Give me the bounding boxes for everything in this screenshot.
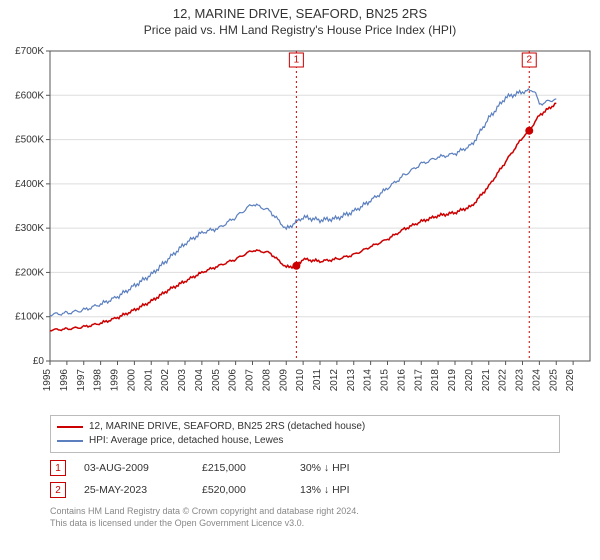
- svg-text:£100K: £100K: [15, 312, 44, 323]
- svg-text:2: 2: [526, 55, 532, 66]
- sales-row: 1 03-AUG-2009 £215,000 30% ↓ HPI: [50, 457, 560, 479]
- legend-swatch: [57, 426, 83, 428]
- svg-text:1: 1: [294, 55, 300, 66]
- svg-text:2000: 2000: [126, 369, 137, 392]
- svg-text:2008: 2008: [261, 369, 272, 392]
- svg-text:2026: 2026: [565, 369, 576, 392]
- sale-marker-box: 2: [50, 482, 66, 498]
- sale-price: £215,000: [202, 462, 282, 474]
- svg-text:2005: 2005: [211, 369, 222, 392]
- svg-text:2022: 2022: [498, 369, 509, 392]
- svg-text:2012: 2012: [329, 369, 340, 392]
- svg-text:1995: 1995: [42, 369, 53, 392]
- sales-row: 2 25-MAY-2023 £520,000 13% ↓ HPI: [50, 479, 560, 501]
- svg-text:1996: 1996: [59, 369, 70, 392]
- legend-swatch: [57, 440, 83, 442]
- chart-title-line1: 12, MARINE DRIVE, SEAFORD, BN25 2RS: [0, 0, 600, 21]
- svg-text:2023: 2023: [515, 369, 526, 392]
- chart-area: £0 £100K £200K £300K £400K £500K £600K £700K 199…: [0, 41, 600, 411]
- sale-date: 03-AUG-2009: [84, 462, 184, 474]
- svg-text:2009: 2009: [278, 369, 289, 392]
- svg-text:2024: 2024: [531, 369, 542, 392]
- svg-text:2014: 2014: [363, 369, 374, 392]
- sale-marker-box: 1: [50, 460, 66, 476]
- chart-svg: £0 £100K £200K £300K £400K £500K £600K £700K 199…: [0, 41, 600, 411]
- sale-date: 25-MAY-2023: [84, 484, 184, 496]
- svg-text:£200K: £200K: [15, 267, 44, 278]
- legend-label: HPI: Average price, detached house, Lewe…: [89, 434, 283, 448]
- sale-pct-vs-hpi: 13% ↓ HPI: [300, 484, 390, 496]
- svg-text:£500K: £500K: [15, 135, 44, 146]
- svg-text:2013: 2013: [346, 369, 357, 392]
- svg-text:2003: 2003: [177, 369, 188, 392]
- sale-pct-vs-hpi: 30% ↓ HPI: [300, 462, 390, 474]
- footnote: Contains HM Land Registry data © Crown c…: [50, 505, 560, 529]
- svg-text:£400K: £400K: [15, 179, 44, 190]
- svg-text:2018: 2018: [430, 369, 441, 392]
- legend-item: HPI: Average price, detached house, Lewe…: [57, 434, 553, 448]
- legend-item: 12, MARINE DRIVE, SEAFORD, BN25 2RS (det…: [57, 420, 553, 434]
- svg-text:2016: 2016: [396, 369, 407, 392]
- svg-text:1997: 1997: [76, 369, 87, 392]
- svg-text:£700K: £700K: [15, 46, 44, 57]
- svg-text:£600K: £600K: [15, 90, 44, 101]
- svg-text:2006: 2006: [228, 369, 239, 392]
- svg-text:2021: 2021: [481, 369, 492, 392]
- svg-text:2007: 2007: [245, 369, 256, 392]
- svg-text:2004: 2004: [194, 369, 205, 392]
- svg-text:£0: £0: [33, 356, 45, 367]
- svg-text:2020: 2020: [464, 369, 475, 392]
- chart-title-line2: Price paid vs. HM Land Registry's House …: [0, 21, 600, 41]
- legend-label: 12, MARINE DRIVE, SEAFORD, BN25 2RS (det…: [89, 420, 365, 434]
- svg-text:£300K: £300K: [15, 223, 44, 234]
- svg-text:2019: 2019: [447, 369, 458, 392]
- svg-text:1998: 1998: [93, 369, 104, 392]
- svg-text:2011: 2011: [312, 369, 323, 391]
- sales-table: 1 03-AUG-2009 £215,000 30% ↓ HPI 2 25-MA…: [50, 457, 560, 501]
- svg-text:1999: 1999: [110, 369, 121, 392]
- svg-text:2015: 2015: [380, 369, 391, 392]
- sale-price: £520,000: [202, 484, 282, 496]
- footnote-line: Contains HM Land Registry data © Crown c…: [50, 505, 560, 517]
- svg-text:2017: 2017: [413, 369, 424, 392]
- svg-text:2010: 2010: [295, 369, 306, 392]
- footnote-line: This data is licensed under the Open Gov…: [50, 517, 560, 529]
- svg-text:2025: 2025: [548, 369, 559, 392]
- svg-text:2001: 2001: [143, 369, 154, 392]
- legend: 12, MARINE DRIVE, SEAFORD, BN25 2RS (det…: [50, 415, 560, 453]
- svg-text:2002: 2002: [160, 369, 171, 392]
- chart-container: 12, MARINE DRIVE, SEAFORD, BN25 2RS Pric…: [0, 0, 600, 560]
